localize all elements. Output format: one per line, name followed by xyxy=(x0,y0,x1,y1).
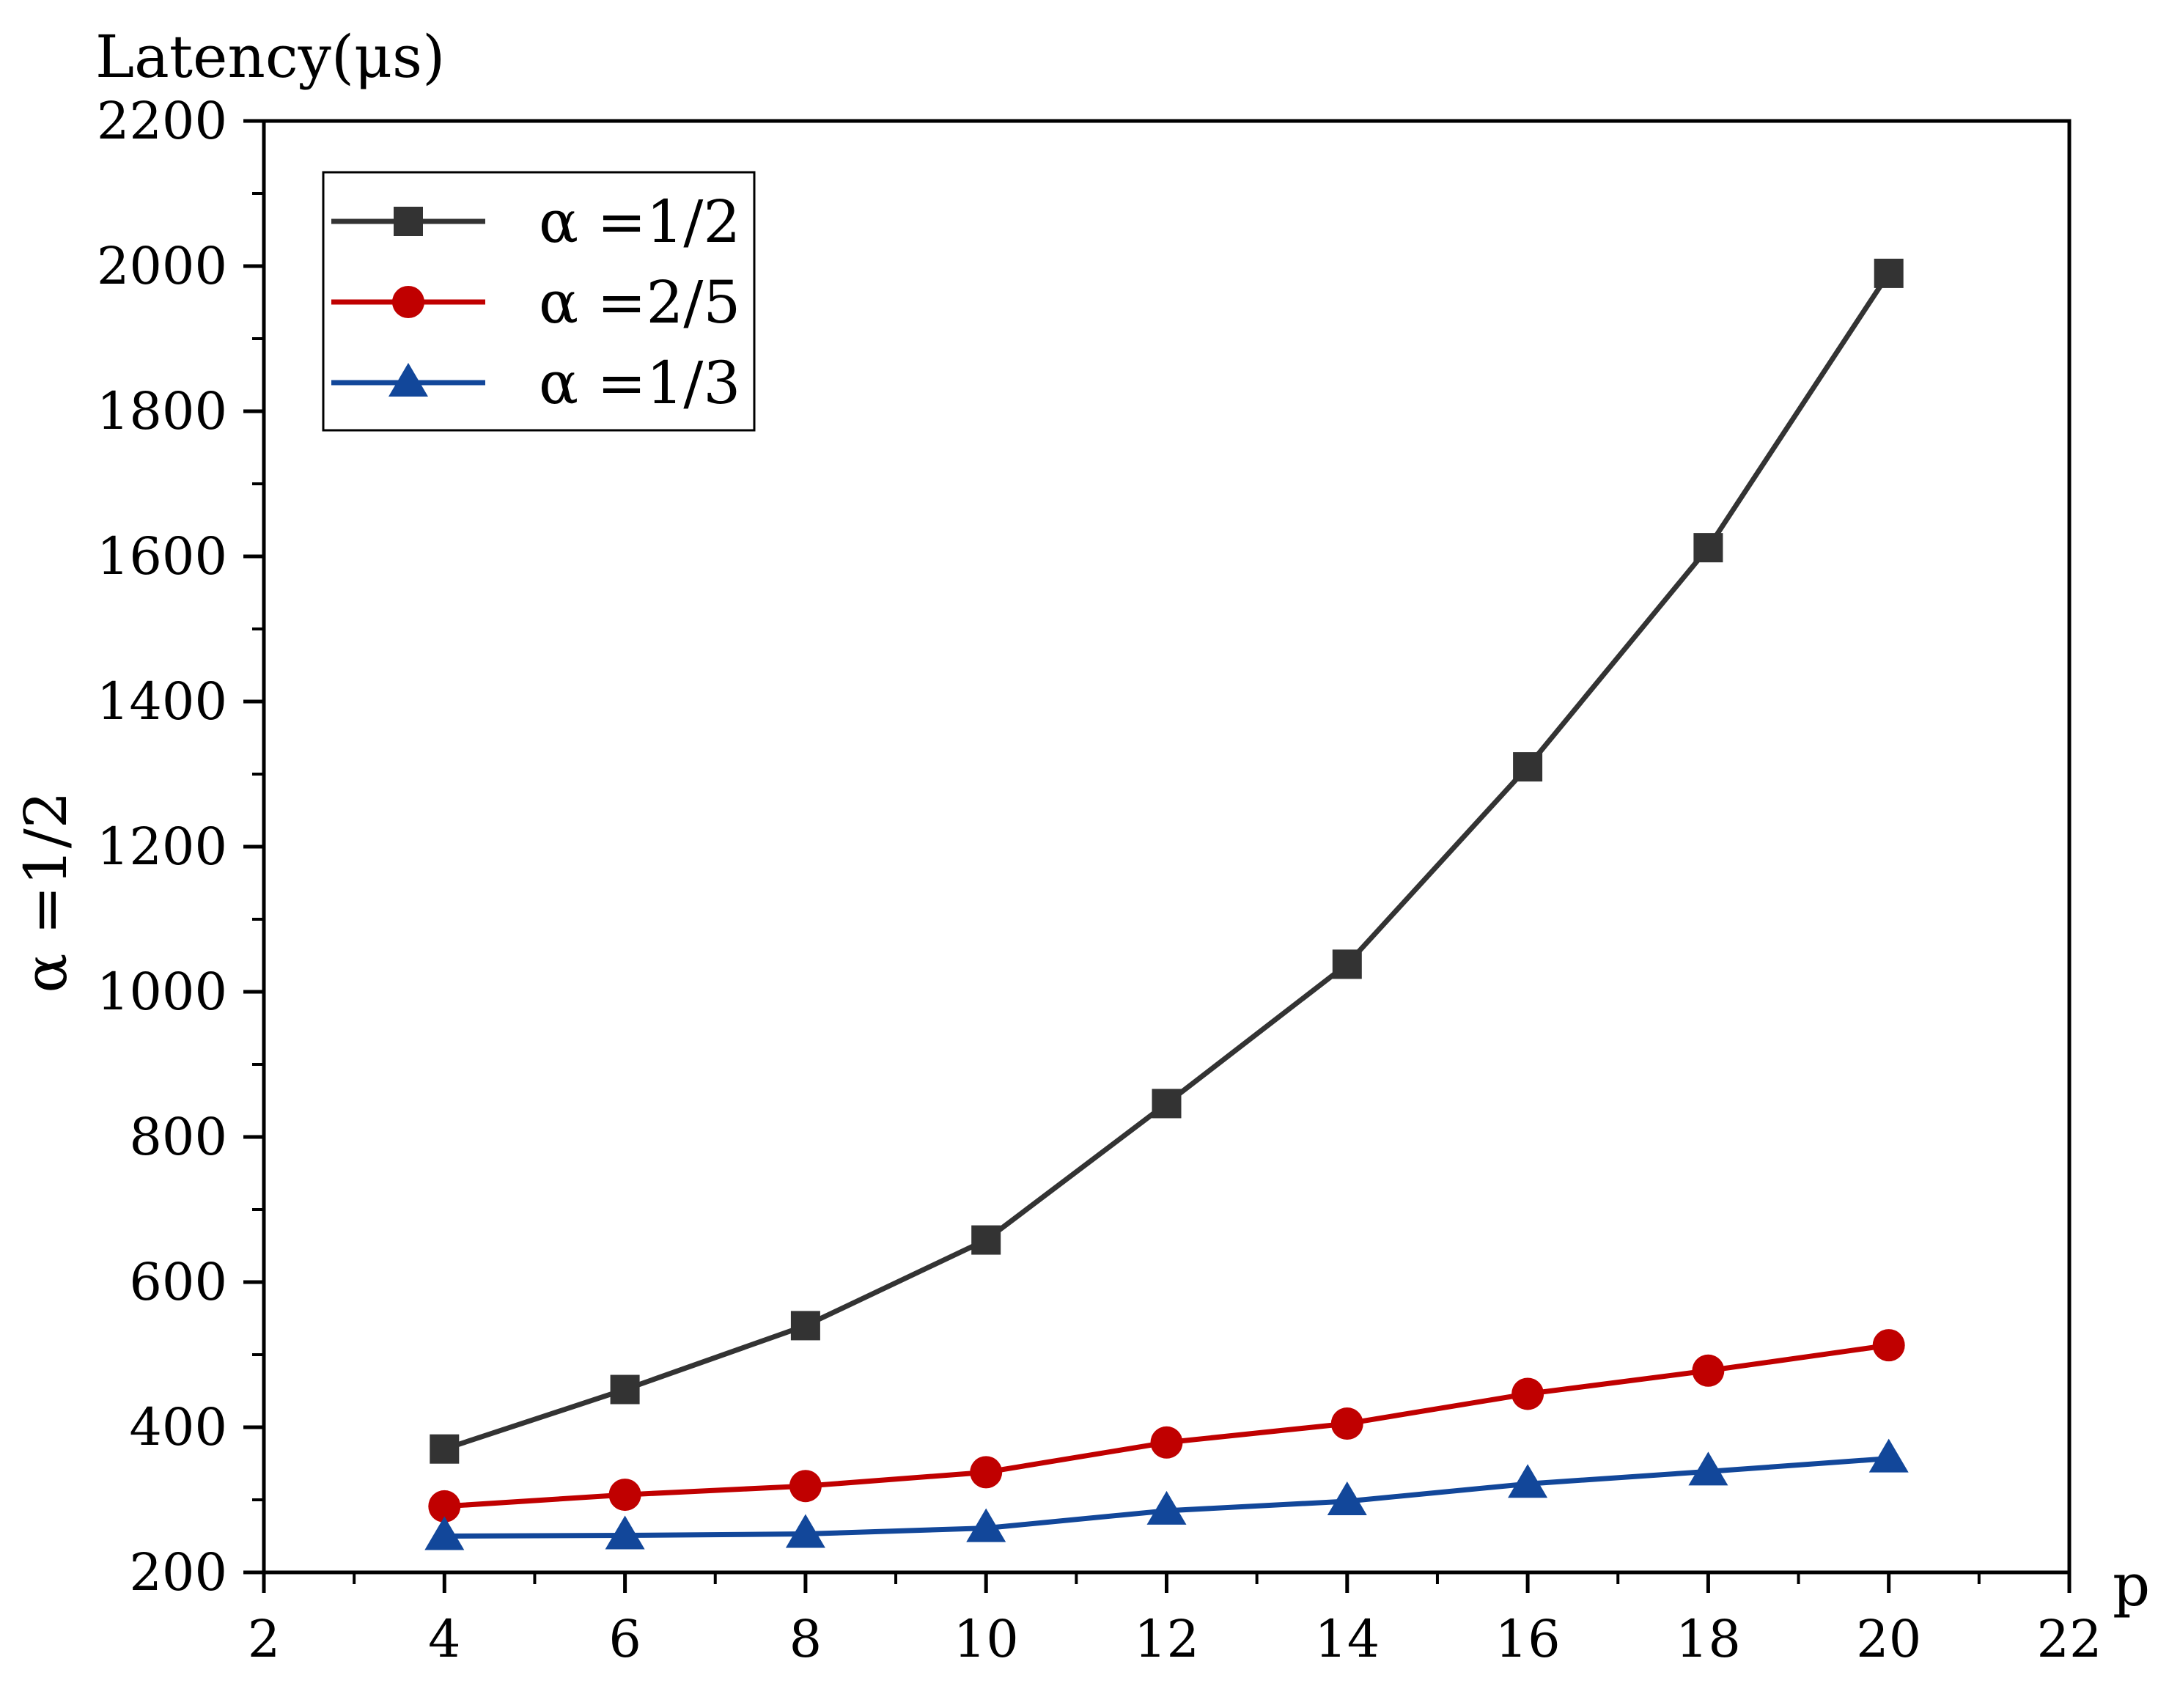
y-axis-side-label: α =1/2 xyxy=(12,791,80,993)
series-line xyxy=(444,1342,1890,1509)
data-point xyxy=(1146,1490,1187,1525)
data-point xyxy=(1511,1377,1544,1410)
data-point xyxy=(1152,1089,1182,1119)
series-line xyxy=(443,271,1891,1452)
x-tick-label: 12 xyxy=(1134,1609,1199,1669)
data-point xyxy=(1688,1451,1728,1486)
y-tick-label: 800 xyxy=(129,1107,227,1167)
y-tick-label: 1800 xyxy=(97,381,227,441)
tick-labels: 2 4 6 8 10 12 14 16 18 20 22 200 400 600 800 1000 1200 14… xyxy=(97,91,2102,1669)
y-tick-label: 200 xyxy=(129,1542,227,1602)
y-tick-label: 1000 xyxy=(97,962,227,1022)
plot-series xyxy=(424,258,1909,1550)
y-tick-label: 1400 xyxy=(97,671,227,732)
data-point xyxy=(1874,258,1904,288)
x-tick-label: 18 xyxy=(1676,1609,1741,1669)
data-point xyxy=(971,1225,1001,1255)
series-triangle xyxy=(424,1438,1909,1550)
y-axis-top-label: Latency(μs) xyxy=(95,23,445,91)
legend-marker xyxy=(394,207,423,236)
data-point xyxy=(790,1311,820,1341)
data-point xyxy=(1692,1354,1725,1387)
y-tick-label: 1200 xyxy=(97,817,227,877)
series-circle xyxy=(428,1329,1905,1523)
data-point xyxy=(1868,1438,1909,1473)
x-tick-label: 16 xyxy=(1495,1609,1561,1669)
data-point xyxy=(966,1508,1006,1542)
data-point xyxy=(1872,1329,1905,1362)
data-point xyxy=(428,1490,461,1523)
y-tick-label: 1600 xyxy=(97,526,227,586)
data-point xyxy=(1327,1481,1367,1515)
x-tick-label: 10 xyxy=(954,1609,1019,1669)
data-point xyxy=(789,1470,822,1503)
axis-ticks xyxy=(243,119,2072,1593)
y-tick-label: 2200 xyxy=(97,91,227,151)
legend-marker xyxy=(388,363,428,397)
x-tick-label: 6 xyxy=(608,1609,641,1669)
data-point xyxy=(1693,533,1723,563)
x-tick-label: 20 xyxy=(1856,1609,1921,1669)
x-axis-label: p xyxy=(2113,1551,2150,1619)
x-tick-label: 22 xyxy=(2036,1609,2102,1669)
data-point xyxy=(1513,752,1543,782)
data-point xyxy=(970,1456,1003,1489)
x-tick-label: 14 xyxy=(1314,1609,1380,1669)
legend: α =1/2 α =2/5 α =1/3 xyxy=(322,171,756,432)
legend-entry: α =1/2 xyxy=(539,188,740,256)
data-point xyxy=(785,1514,825,1548)
data-point xyxy=(430,1434,460,1464)
data-point xyxy=(605,1515,645,1550)
legend-entry: α =1/3 xyxy=(539,349,740,417)
data-point xyxy=(1508,1464,1548,1498)
x-tick-label: 8 xyxy=(789,1609,822,1669)
legend-entry: α =2/5 xyxy=(539,268,740,336)
y-tick-label: 2000 xyxy=(97,236,227,296)
y-tick-label: 600 xyxy=(129,1252,227,1312)
x-tick-label: 4 xyxy=(428,1609,461,1669)
data-point xyxy=(610,1374,640,1405)
data-point xyxy=(1330,1407,1363,1440)
x-tick-label: 2 xyxy=(248,1609,281,1669)
data-point xyxy=(608,1479,641,1512)
series-square xyxy=(430,258,1904,1464)
data-point xyxy=(1150,1426,1183,1459)
data-point xyxy=(1332,949,1362,979)
y-tick-label: 400 xyxy=(129,1397,227,1457)
legend-marker xyxy=(392,286,424,318)
data-point xyxy=(424,1516,465,1550)
plot-frame xyxy=(262,119,2072,1575)
